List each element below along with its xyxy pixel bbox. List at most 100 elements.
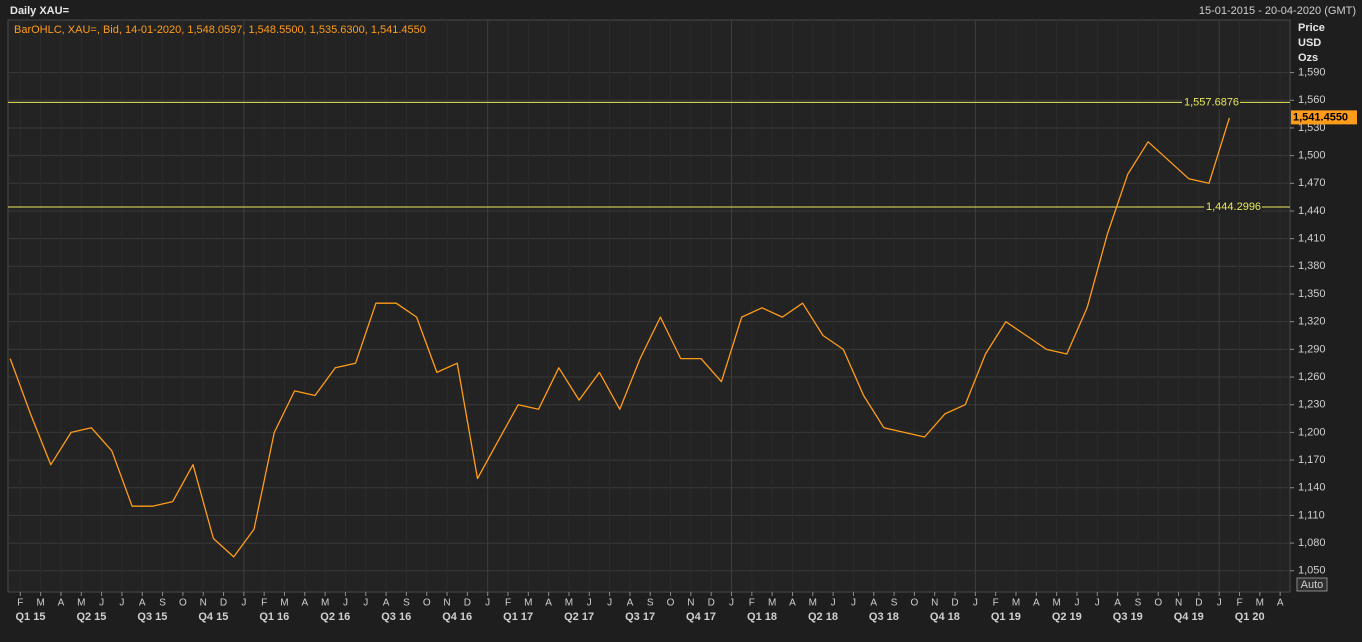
axis-header: USD xyxy=(1298,37,1321,49)
y-tick-label: 1,110 xyxy=(1298,509,1325,521)
quarter-label: Q2 17 xyxy=(564,611,594,623)
x-tick-label: S xyxy=(647,598,654,609)
y-tick-label: 1,590 xyxy=(1298,66,1326,78)
x-tick-label: S xyxy=(159,598,166,609)
x-tick-label: F xyxy=(261,598,267,609)
x-tick-label: N xyxy=(1175,598,1182,609)
x-tick-label: A xyxy=(301,598,308,609)
x-tick-label: F xyxy=(993,598,999,609)
x-tick-label: A xyxy=(789,598,796,609)
x-tick-label: M xyxy=(280,598,288,609)
y-tick-label: 1,140 xyxy=(1298,482,1326,494)
x-tick-label: M xyxy=(524,598,532,609)
legend: BarOHLC, XAU=, Bid, 14-01-2020, 1,548.05… xyxy=(14,24,426,36)
x-tick-label: J xyxy=(607,598,612,609)
quarter-label: Q4 16 xyxy=(442,611,472,623)
reference-label-bg xyxy=(1204,200,1262,215)
quarter-label: Q3 18 xyxy=(869,611,899,623)
x-tick-label: O xyxy=(179,598,187,609)
x-tick-label: A xyxy=(1114,598,1121,609)
quarter-label: Q1 16 xyxy=(259,611,289,623)
x-tick-label: J xyxy=(363,598,368,609)
x-tick-label: A xyxy=(383,598,390,609)
y-tick-label: 1,260 xyxy=(1298,371,1326,383)
quarter-label: Q2 15 xyxy=(76,611,106,623)
reference-label: 1,557.6876 xyxy=(1184,96,1239,108)
x-tick-label: J xyxy=(1095,598,1100,609)
x-tick-label: M xyxy=(565,598,573,609)
y-tick-label: 1,230 xyxy=(1298,399,1326,411)
x-tick-label: A xyxy=(139,598,146,609)
x-tick-label: M xyxy=(321,598,329,609)
y-tick-label: 1,500 xyxy=(1298,150,1326,162)
quarter-label: Q2 18 xyxy=(808,611,838,623)
x-tick-label: N xyxy=(687,598,694,609)
x-tick-label: D xyxy=(951,598,958,609)
x-tick-label: S xyxy=(1135,598,1142,609)
quarter-label: Q1 17 xyxy=(503,611,533,623)
x-tick-label: D xyxy=(464,598,471,609)
x-tick-label: M xyxy=(809,598,817,609)
x-tick-label: N xyxy=(443,598,450,609)
price-line xyxy=(9,117,1231,558)
x-tick-label: J xyxy=(851,598,856,609)
x-tick-label: J xyxy=(587,598,592,609)
y-tick-label: 1,440 xyxy=(1298,205,1326,217)
x-tick-label: O xyxy=(911,598,919,609)
quarter-label: Q2 19 xyxy=(1052,611,1082,623)
date-range: 15-01-2015 - 20-04-2020 (GMT) xyxy=(1199,5,1356,17)
x-tick-label: J xyxy=(241,598,246,609)
y-tick-label: 1,410 xyxy=(1298,233,1326,245)
x-tick-label: M xyxy=(77,598,85,609)
x-tick-label: D xyxy=(1195,598,1202,609)
quarter-label: Q1 19 xyxy=(991,611,1021,623)
x-tick-label: N xyxy=(200,598,207,609)
x-tick-label: O xyxy=(1154,598,1162,609)
x-tick-label: J xyxy=(485,598,490,609)
x-tick-label: J xyxy=(729,598,734,609)
y-tick-label: 1,560 xyxy=(1298,94,1326,106)
quarter-label: Q3 15 xyxy=(137,611,167,623)
reference-label-bg xyxy=(1182,95,1240,110)
quarter-label: Q3 17 xyxy=(625,611,655,623)
y-tick-label: 1,380 xyxy=(1298,260,1326,272)
x-tick-label: A xyxy=(627,598,634,609)
x-tick-label: J xyxy=(1074,598,1079,609)
axis-header: Price xyxy=(1298,22,1325,34)
x-tick-label: A xyxy=(58,598,65,609)
quarter-label: Q4 18 xyxy=(930,611,960,623)
y-tick-label: 1,320 xyxy=(1298,316,1326,328)
quarter-label: Q2 16 xyxy=(320,611,350,623)
reference-label: 1,444.2996 xyxy=(1206,201,1261,213)
y-tick-label: 1,530 xyxy=(1298,122,1326,134)
y-tick-label: 1,170 xyxy=(1298,454,1326,466)
quarter-label: Q1 18 xyxy=(747,611,777,623)
x-tick-label: M xyxy=(1012,598,1020,609)
quarter-label: Q4 19 xyxy=(1174,611,1204,623)
x-tick-label: M xyxy=(768,598,776,609)
x-tick-label: A xyxy=(1033,598,1040,609)
quarter-label: Q4 15 xyxy=(198,611,228,623)
x-tick-label: A xyxy=(870,598,877,609)
x-tick-label: O xyxy=(423,598,431,609)
auto-button[interactable] xyxy=(1296,577,1328,592)
x-tick-label: S xyxy=(403,598,410,609)
auto-button-label[interactable]: Auto xyxy=(1301,579,1324,591)
x-tick-label: A xyxy=(1277,598,1284,609)
x-tick-label: F xyxy=(749,598,755,609)
last-price-box xyxy=(1291,110,1357,125)
y-tick-label: 1,080 xyxy=(1298,537,1326,549)
axis-header: Ozs xyxy=(1298,52,1318,64)
quarter-label: Q1 15 xyxy=(15,611,45,623)
quarter-label: Q3 19 xyxy=(1113,611,1143,623)
x-tick-label: J xyxy=(1217,598,1222,609)
quarter-label: Q4 17 xyxy=(686,611,716,623)
x-tick-label: F xyxy=(17,598,23,609)
x-tick-label: O xyxy=(667,598,675,609)
plot-area xyxy=(7,19,1291,593)
x-tick-label: D xyxy=(708,598,715,609)
x-tick-label: M xyxy=(36,598,44,609)
x-tick-label: N xyxy=(931,598,938,609)
x-tick-label: F xyxy=(505,598,511,609)
x-tick-label: J xyxy=(99,598,104,609)
